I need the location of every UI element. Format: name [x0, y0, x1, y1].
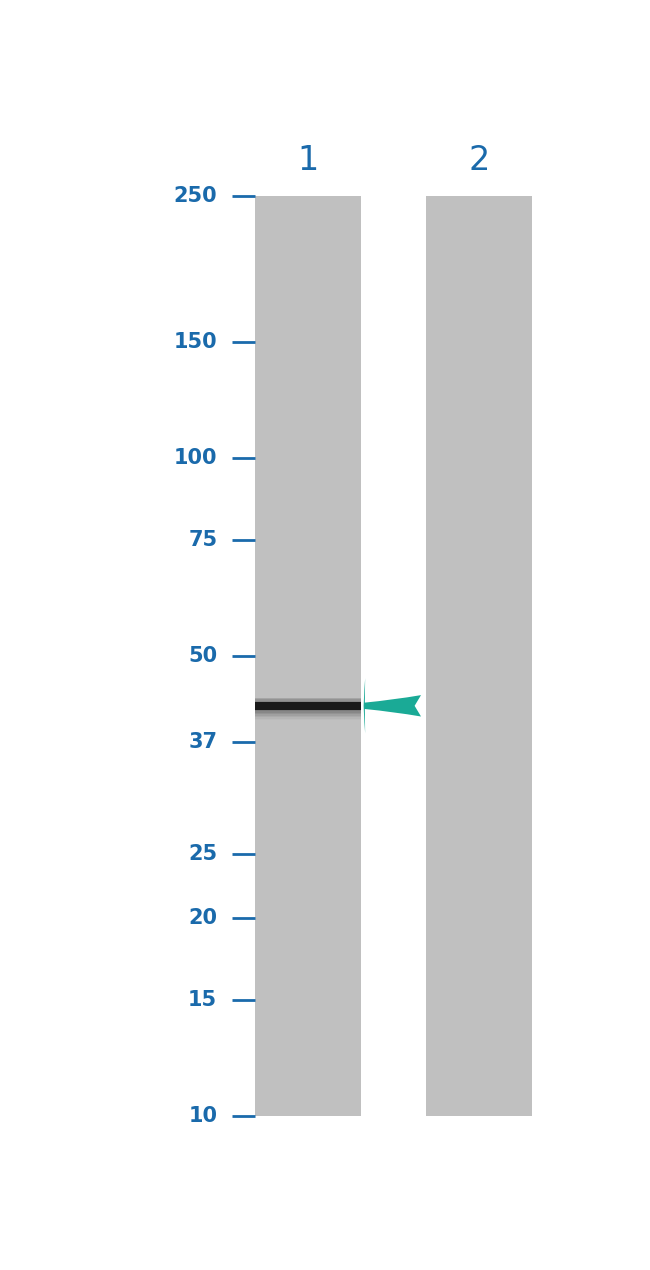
Text: 15: 15: [188, 989, 217, 1010]
Text: 100: 100: [174, 448, 217, 469]
Bar: [255, 707, 361, 719]
Text: 2: 2: [469, 144, 490, 177]
Text: 10: 10: [188, 1106, 217, 1125]
Bar: [255, 701, 361, 712]
Text: 37: 37: [188, 732, 217, 752]
Text: 50: 50: [188, 646, 217, 665]
Text: 25: 25: [188, 845, 217, 864]
Bar: [255, 704, 361, 715]
Bar: [426, 197, 532, 1115]
Bar: [255, 705, 361, 718]
Text: 250: 250: [174, 187, 217, 207]
Bar: [255, 709, 361, 720]
Text: 150: 150: [174, 333, 217, 352]
Text: 75: 75: [188, 531, 217, 550]
Bar: [255, 700, 361, 711]
Bar: [255, 702, 361, 710]
Bar: [255, 197, 361, 1115]
Bar: [255, 702, 361, 714]
Text: 20: 20: [188, 908, 217, 927]
Text: 1: 1: [297, 144, 318, 177]
Bar: [255, 698, 361, 710]
